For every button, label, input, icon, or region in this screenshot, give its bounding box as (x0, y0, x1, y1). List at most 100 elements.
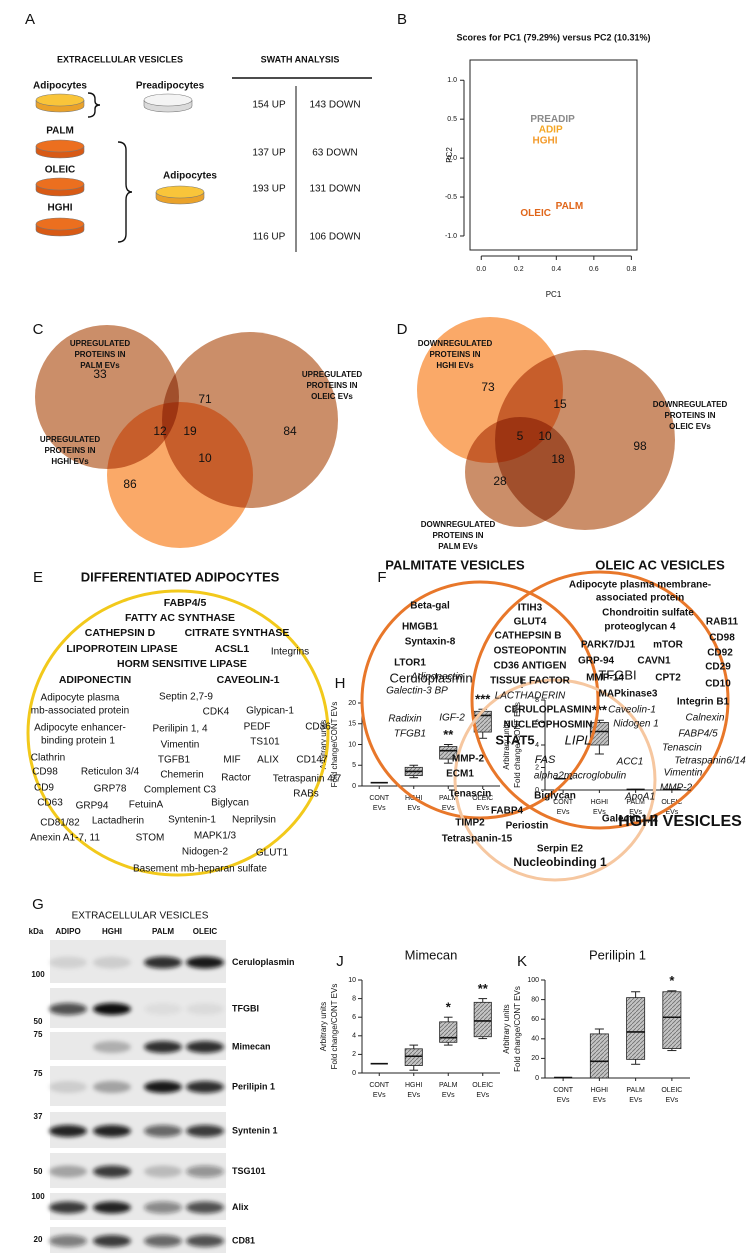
protein: HMGB1 (402, 622, 439, 633)
result-down: 143 DOWN (309, 100, 360, 111)
protein: ApoA1 (624, 792, 655, 803)
box (439, 1021, 458, 1043)
protein: STOM (136, 833, 165, 844)
y-tick-label: 0 (352, 783, 356, 790)
x-tick-label: EVs (593, 1097, 606, 1104)
x-tick-label: EVs (442, 1092, 455, 1099)
section-title: SWATH ANALYSIS (261, 54, 340, 64)
panel-letter: A (25, 11, 35, 28)
venn-count: 10 (538, 429, 552, 443)
blot-label: CD81 (232, 1235, 255, 1245)
blot-label: Perilipin 1 (232, 1081, 275, 1091)
y-axis-title: Fold change/CONT EVs (330, 984, 339, 1070)
blot-band (49, 1235, 87, 1247)
protein: ACC1 (616, 757, 644, 768)
x-tick-label: 0.0 (476, 266, 486, 273)
protein: IGF-2 (439, 713, 465, 724)
protein: CITRATE SYNTHASE (185, 627, 290, 639)
y-tick-label: 60 (531, 1016, 539, 1023)
panel-letter: G (32, 896, 44, 913)
protein: FABP4/5 (678, 729, 718, 740)
x-tick-label: EVs (373, 1092, 386, 1099)
blot-band (144, 1041, 182, 1053)
protein: CD98 (709, 633, 735, 644)
panel-letter: B (397, 11, 407, 28)
x-tick-label: PALM (626, 799, 645, 806)
x-tick-label: PALM (626, 1087, 645, 1094)
result-down: 106 DOWN (309, 232, 360, 243)
blot-band (93, 956, 131, 969)
chart-title: Scores for PC1 (79.29%) versus PC2 (10.3… (456, 32, 650, 42)
protein: CD98 (32, 767, 58, 778)
protein: Syntenin-1 (168, 815, 216, 826)
protein: associated protein (596, 593, 684, 604)
significance: *** (475, 692, 491, 707)
blot-band (144, 1003, 182, 1015)
y-tick-label: -0.5 (445, 194, 457, 201)
protein: Caveolin-1 (608, 705, 656, 716)
label: PROTEINS IN (306, 381, 357, 390)
venn-count: 71 (198, 392, 212, 406)
protein: PARK7/DJ1 (581, 640, 636, 651)
section-title: HGHI VESICLES (618, 813, 742, 830)
protein: CDK4 (203, 707, 230, 718)
protein: Biglycan (534, 791, 576, 802)
dish (35, 177, 85, 191)
protein: Tenascin (662, 743, 702, 754)
protein: CATHEPSIN B (494, 631, 561, 642)
protein: Complement C3 (144, 785, 217, 796)
protein: CD29 (705, 662, 731, 673)
panel-letter: K (517, 953, 527, 970)
blot-band (49, 1003, 87, 1015)
y-tick-label: 0.0 (447, 155, 457, 162)
blot-band (49, 1041, 87, 1053)
protein: TIMP2 (455, 818, 485, 829)
venn-count: 86 (123, 477, 137, 491)
blot-band (186, 1235, 224, 1247)
venn-circle (107, 402, 253, 548)
x-tick-label: EVs (407, 805, 420, 812)
box (589, 1033, 609, 1079)
significance: *** (592, 703, 608, 718)
x-tick-label: EVs (665, 809, 678, 816)
protein: CD92 (707, 648, 733, 659)
blot-label: TFGBI (232, 1003, 259, 1013)
protein: Adipocyte plasma membrane- (569, 580, 711, 591)
label: OLEIC EVs (311, 392, 353, 401)
chart-title: Ceruloplasmin (389, 670, 472, 685)
y-tick-label: 1.0 (447, 77, 457, 84)
protein: Anexin A1-7, 11 (30, 833, 100, 844)
protein: Nucleobinding 1 (513, 855, 607, 869)
protein: ACSL1 (215, 643, 250, 655)
protein: TGFB1 (158, 755, 191, 766)
venn-count: 33 (93, 367, 107, 381)
protein: ECM1 (446, 769, 474, 780)
protein: Tetraspanin-15 (442, 834, 513, 845)
y-tick-label: 2 (352, 1051, 356, 1058)
protein: Ractor (221, 773, 251, 784)
lane-label: PALM (152, 927, 174, 936)
result-up: 137 UP (252, 148, 286, 159)
panel-letter: E (33, 569, 43, 586)
x-tick-label: OLEIC (472, 1082, 493, 1089)
x-tick-label: EVs (476, 805, 489, 812)
protein: ALIX (257, 755, 279, 766)
result-up: 154 UP (252, 100, 286, 111)
box (404, 1048, 423, 1066)
y-axis-title: Fold change/CONT EVs (513, 702, 522, 788)
chart-title: Perilipin 1 (589, 947, 646, 962)
point-label: PALM (556, 201, 584, 212)
dish (155, 185, 205, 199)
dish (35, 139, 85, 153)
y-tick-label: 5 (352, 762, 356, 769)
plot-frame (469, 59, 638, 251)
venn-count: 15 (553, 397, 567, 411)
x-tick-label: EVs (373, 805, 386, 812)
x-tick-label: EVs (593, 809, 606, 816)
blot-band (93, 1235, 131, 1247)
x-tick-label: EVs (665, 1097, 678, 1104)
protein: CD36 ANTIGEN (494, 661, 567, 672)
venn-count: 84 (283, 424, 297, 438)
protein: CAVEOLIN-1 (217, 674, 280, 686)
